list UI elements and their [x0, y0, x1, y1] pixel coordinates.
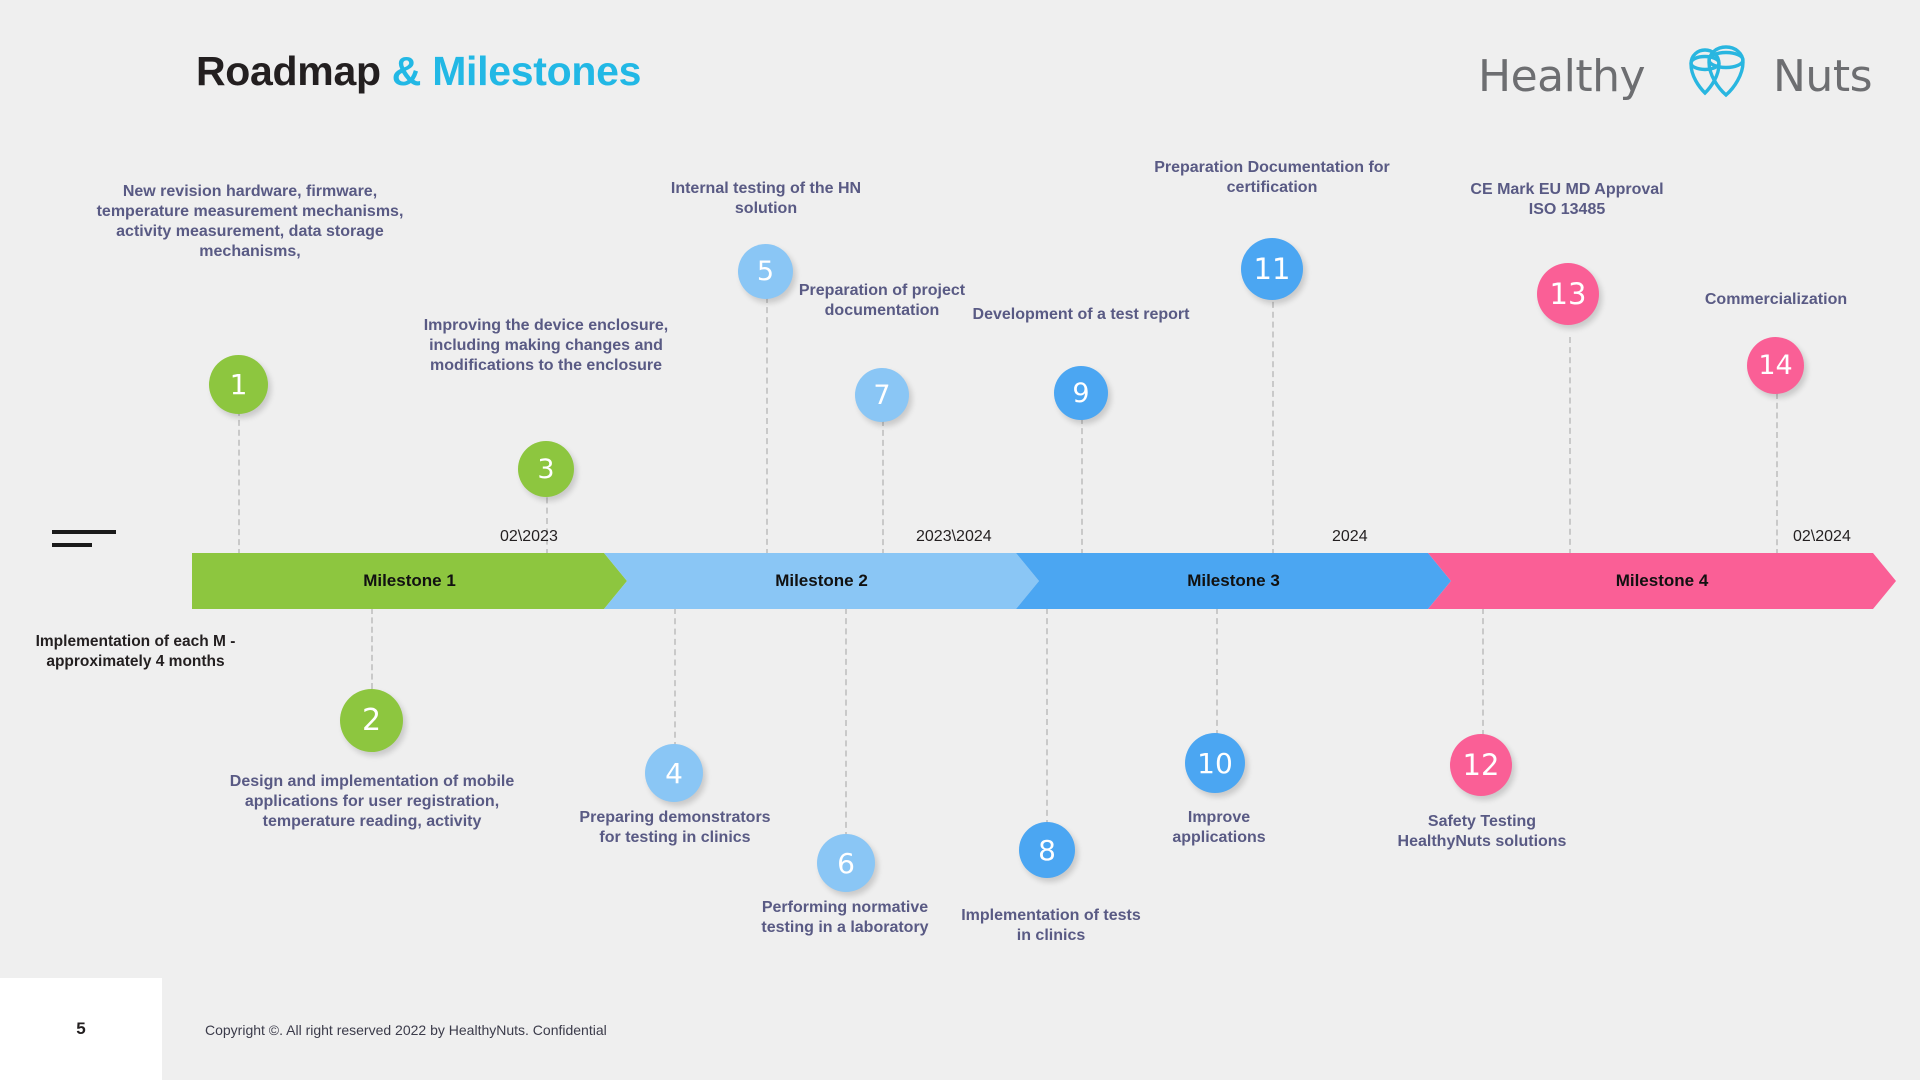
item-caption-11: Preparation Documentation for certificat…: [1154, 159, 1390, 197]
item-caption-6: Performing normative testing in a labora…: [761, 899, 929, 937]
item-bubble-13[interactable]: 13: [1537, 263, 1599, 325]
connector-7: [882, 420, 884, 555]
item-caption-14: Commercialization: [1704, 291, 1848, 308]
page-title-main: Roadmap: [196, 48, 381, 94]
item-bubble-9[interactable]: 9: [1054, 366, 1108, 420]
brand-logo: Healthy Nuts: [1478, 42, 1872, 111]
item-bubble-2[interactable]: 2: [340, 689, 403, 752]
item-bubble-6[interactable]: 6: [817, 834, 875, 892]
date-label-3: 2024: [1332, 528, 1368, 545]
date-label-2: 2023\2024: [916, 528, 992, 545]
milestone-label-1: Milestone 1: [363, 571, 456, 590]
date-label-4: 02\2024: [1793, 528, 1851, 545]
connector-2: [371, 608, 373, 689]
date-label-1: 02\2023: [500, 528, 558, 545]
item-caption-8: Implementation of tests in clinics: [961, 907, 1141, 945]
milestone-segment-3[interactable]: Milestone 3: [1016, 553, 1451, 609]
item-bubble-8[interactable]: 8: [1019, 822, 1075, 878]
connector-9: [1081, 418, 1083, 555]
connector-11: [1272, 292, 1274, 555]
item-caption-4: Preparing demonstrators for testing in c…: [579, 809, 771, 847]
item-caption-2: Design and implementation of mobile appl…: [229, 773, 515, 831]
item-caption-12: Safety Testing HealthyNuts solutions: [1397, 813, 1567, 851]
logo-text-healthy: Healthy: [1477, 50, 1646, 102]
milestone-segment-2[interactable]: Milestone 2: [604, 553, 1039, 609]
item-bubble-7[interactable]: 7: [855, 368, 909, 422]
item-bubble-3[interactable]: 3: [518, 441, 574, 497]
item-caption-10: Improve applications: [1172, 809, 1266, 847]
connector-1: [238, 400, 240, 555]
item-bubble-12[interactable]: 12: [1450, 734, 1512, 796]
item-caption-3: Improving the device enclosure, includin…: [423, 317, 669, 375]
item-caption-9: Development of a test report: [972, 306, 1190, 323]
item-bubble-1[interactable]: 1: [209, 355, 268, 414]
connector-8: [1046, 608, 1048, 826]
item-caption-1: New revision hardware, firmware, tempera…: [96, 183, 404, 261]
connector-10: [1216, 608, 1218, 736]
connector-13: [1569, 337, 1571, 555]
item-bubble-14[interactable]: 14: [1747, 337, 1804, 394]
decorative-dashes: [52, 530, 116, 556]
nuts-logo-icon: [1653, 42, 1765, 111]
item-caption-7: Preparation of project documentation: [798, 282, 966, 320]
connector-12: [1482, 608, 1484, 736]
item-caption-5: Internal testing of the HN solution: [670, 180, 862, 218]
page-title: Roadmap & Milestones: [196, 48, 641, 95]
item-bubble-4[interactable]: 4: [645, 744, 703, 802]
connector-3: [546, 487, 548, 555]
milestone-label-2: Milestone 2: [775, 571, 868, 590]
implementation-duration-note: Implementation of each M - approximately…: [35, 633, 236, 671]
connector-5: [766, 297, 768, 555]
milestone-bar: Milestone 1 Milestone 2 Milestone 3 Mile…: [192, 553, 1896, 609]
milestone-segment-4[interactable]: Milestone 4: [1428, 553, 1896, 609]
milestone-label-3: Milestone 3: [1187, 571, 1280, 590]
connector-6: [845, 608, 847, 838]
item-bubble-11[interactable]: 11: [1241, 238, 1303, 300]
logo-text-nuts: Nuts: [1773, 50, 1872, 102]
item-caption-13: CE Mark EU MD Approval ISO 13485: [1470, 181, 1664, 219]
item-bubble-10[interactable]: 10: [1185, 733, 1245, 793]
milestone-segment-1[interactable]: Milestone 1: [192, 553, 627, 609]
milestone-label-4: Milestone 4: [1615, 571, 1709, 590]
page-number: 5: [0, 978, 162, 1080]
connector-14: [1776, 393, 1778, 555]
copyright-text: Copyright ©. All right reserved 2022 by …: [205, 1022, 607, 1038]
item-bubble-5[interactable]: 5: [738, 244, 793, 299]
connector-4: [674, 608, 676, 748]
page-title-accent: & Milestones: [391, 48, 642, 94]
